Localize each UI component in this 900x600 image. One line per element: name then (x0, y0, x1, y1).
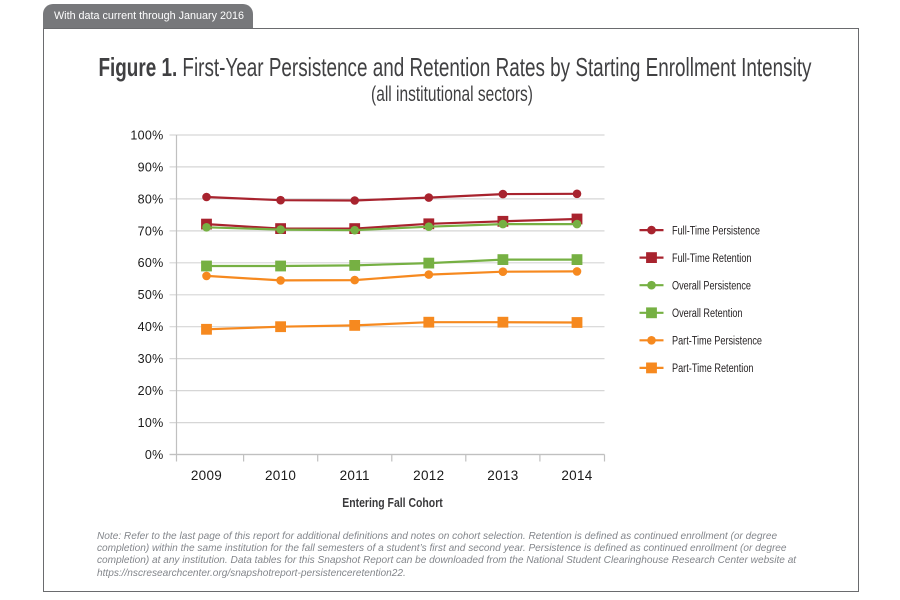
svg-text:70%: 70% (138, 224, 164, 238)
svg-text:50%: 50% (138, 288, 164, 302)
svg-text:2009: 2009 (191, 468, 222, 483)
svg-text:2010: 2010 (265, 468, 296, 483)
svg-text:Full-Time Persistence: Full-Time Persistence (672, 225, 760, 237)
svg-text:Full-Time Retention: Full-Time Retention (672, 253, 752, 265)
svg-text:30%: 30% (138, 352, 164, 366)
svg-text:0%: 0% (145, 448, 164, 462)
svg-text:20%: 20% (138, 384, 164, 398)
svg-text:2014: 2014 (561, 468, 592, 483)
svg-text:40%: 40% (138, 320, 164, 334)
svg-text:2013: 2013 (487, 468, 518, 483)
svg-text:Overall Persistence: Overall Persistence (672, 281, 751, 293)
svg-text:80%: 80% (138, 192, 164, 206)
svg-text:Part-Time Persistence: Part-Time Persistence (672, 336, 762, 348)
svg-text:10%: 10% (138, 416, 164, 430)
svg-text:Overall Retention: Overall Retention (672, 308, 743, 320)
svg-text:2012: 2012 (413, 468, 444, 483)
svg-text:60%: 60% (138, 256, 164, 270)
svg-text:Entering Fall Cohort: Entering Fall Cohort (342, 495, 443, 510)
svg-text:100%: 100% (130, 128, 163, 142)
svg-text:Part-Time Retention: Part-Time Retention (672, 363, 754, 375)
svg-text:2011: 2011 (340, 468, 370, 483)
svg-text:90%: 90% (138, 160, 164, 174)
